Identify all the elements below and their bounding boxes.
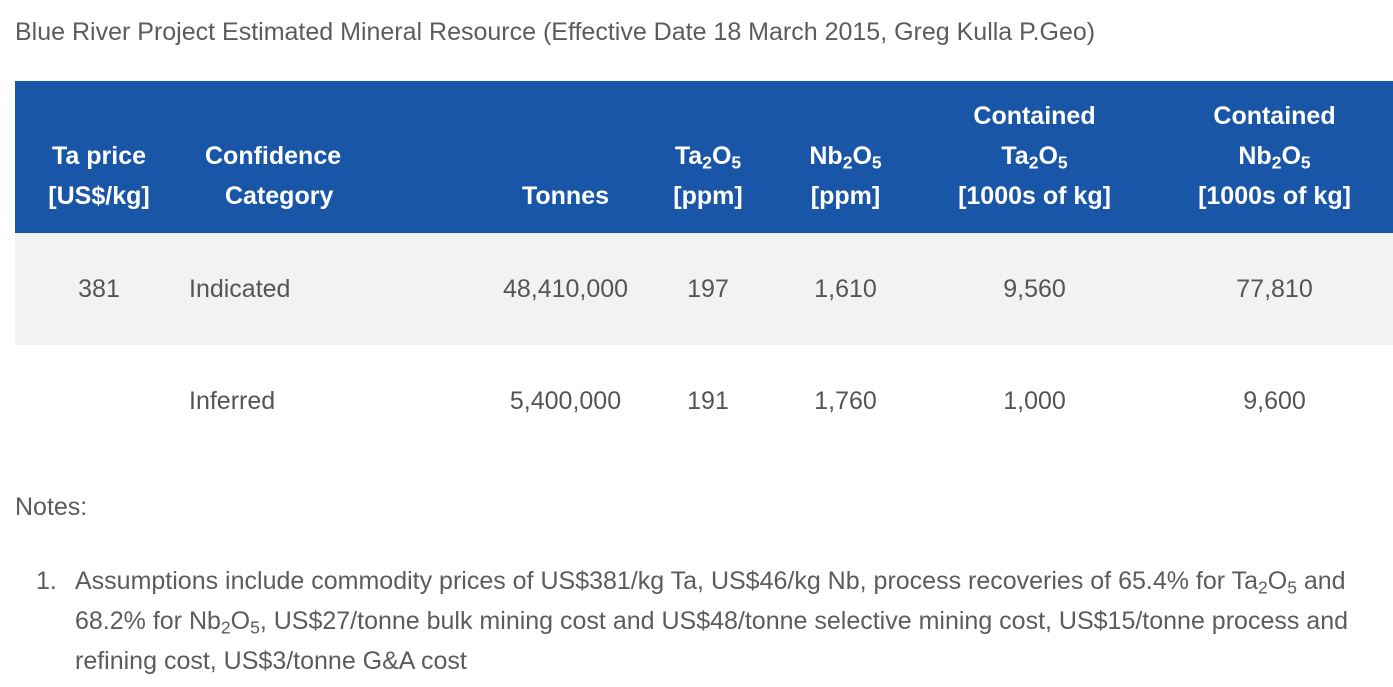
notes-heading: Notes: [15, 493, 88, 521]
mineral-resource-table: Ta price [US$/kg] Confidence Category To… [15, 81, 1393, 457]
header-nb2o5: Nb2O5 [ppm] [809, 142, 882, 210]
header-ta-price: Ta price [US$/kg] [48, 142, 150, 210]
table-row: Inferred 5,400,000 191 1,760 1,000 9,600 [15, 345, 1393, 457]
cell-nb2o5: 1,760 [814, 386, 877, 415]
header-ta2o5: Ta2O5 [ppm] [673, 142, 743, 210]
cell-category: Inferred [189, 386, 276, 415]
notes-list: 1. Assumptions include commodity prices … [36, 561, 1393, 681]
cell-ta2o5: 197 [687, 274, 729, 303]
cell-ta2o5: 191 [687, 386, 729, 415]
header-confidence-category: Confidence Category [205, 142, 342, 210]
page-title: Blue River Project Estimated Mineral Res… [15, 18, 1096, 46]
cell-category: Indicated [189, 274, 291, 303]
note-text: Assumptions include commodity prices of … [75, 567, 1349, 675]
cell-tonnes: 48,410,000 [502, 274, 629, 303]
cell-ta-price [15, 345, 183, 457]
cell-contained-nb2o5: 9,600 [1243, 386, 1306, 415]
note-number: 1. [36, 567, 57, 595]
cell-tonnes: 5,400,000 [509, 386, 622, 415]
header-contained-nb2o5: Contained Nb2O5 [1000s of kg] [1198, 102, 1351, 210]
cell-contained-ta2o5: 9,560 [1003, 274, 1066, 303]
list-item: 1. Assumptions include commodity prices … [36, 561, 1393, 681]
table-header-row: Ta price [US$/kg] Confidence Category To… [15, 81, 1393, 233]
table-row: 381 Indicated 48,410,000 197 1,610 9,560… [15, 233, 1393, 345]
header-tonnes: Tonnes [521, 182, 610, 210]
header-contained-ta2o5: Contained Ta2O5 [1000s of kg] [958, 102, 1111, 210]
cell-contained-nb2o5: 77,810 [1236, 274, 1313, 303]
cell-ta-price: 381 [78, 274, 120, 303]
cell-nb2o5: 1,610 [814, 274, 877, 303]
cell-contained-ta2o5: 1,000 [1003, 386, 1066, 415]
